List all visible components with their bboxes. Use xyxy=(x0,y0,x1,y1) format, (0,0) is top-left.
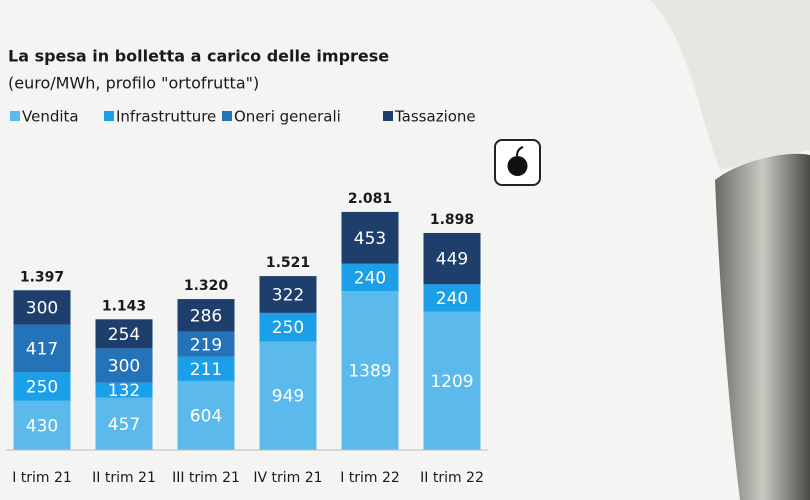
legend-label: Oneri generali xyxy=(234,108,341,126)
x-tick-label: I trim 22 xyxy=(340,470,400,486)
data-label: 949 xyxy=(272,387,304,407)
data-label: 300 xyxy=(108,356,140,376)
bar-segment xyxy=(13,372,71,401)
legend-swatch xyxy=(104,111,114,121)
plot: Vendita Infrastrutture Oneri generali Tassa… xyxy=(6,108,488,486)
data-label: 219 xyxy=(190,335,222,355)
data-label: 604 xyxy=(190,406,222,426)
data-label: 322 xyxy=(272,285,304,305)
total-label: 1.320 xyxy=(184,278,229,294)
data-label: 286 xyxy=(190,306,222,326)
data-label: 300 xyxy=(26,298,58,318)
legend-swatch xyxy=(222,111,232,121)
legend-label: Vendita xyxy=(22,108,79,126)
legend-label: Infrastrutture xyxy=(116,108,216,126)
data-label: 1209 xyxy=(430,372,473,392)
bar-segment xyxy=(177,380,235,450)
bar-segment xyxy=(341,291,399,450)
x-tick-label: IV trim 21 xyxy=(253,470,322,486)
legend-label: Tassazione xyxy=(394,108,476,126)
bar-segment xyxy=(423,311,481,450)
x-tick-label: I trim 21 xyxy=(12,470,72,486)
data-label: 250 xyxy=(272,318,304,338)
data-label: 449 xyxy=(436,250,468,270)
data-label: 132 xyxy=(108,381,140,401)
bar-segment xyxy=(341,263,399,292)
total-label: 1.898 xyxy=(430,212,474,228)
total-label: 1.521 xyxy=(266,255,310,271)
x-tick-label: II trim 22 xyxy=(420,470,484,486)
bar-segment xyxy=(341,211,399,264)
bar-segment xyxy=(95,382,153,398)
legend-swatch xyxy=(383,111,393,121)
data-label: 240 xyxy=(436,289,468,309)
data-label: 1389 xyxy=(348,362,391,382)
data-label: 250 xyxy=(26,378,58,398)
bar-segment xyxy=(177,331,235,357)
bar-segment xyxy=(95,348,153,383)
data-label: 211 xyxy=(190,360,222,380)
total-label: 1.143 xyxy=(102,298,146,314)
bar-segment xyxy=(13,400,71,450)
bar-segment xyxy=(95,319,153,349)
bar-segment xyxy=(177,299,235,332)
bar-segment xyxy=(177,356,235,381)
data-label: 457 xyxy=(108,415,140,435)
data-label: 430 xyxy=(26,416,58,436)
apple-icon xyxy=(494,139,541,186)
bar-segment xyxy=(423,284,481,312)
bar-segment xyxy=(259,312,317,342)
x-tick-label: III trim 21 xyxy=(172,470,240,486)
total-label: 2.081 xyxy=(348,191,392,207)
legend-swatch xyxy=(10,111,20,121)
chart-subtitle: (euro/MWh, profilo "ortofrutta") xyxy=(8,74,259,93)
bar-segment xyxy=(13,290,71,325)
bar-segment xyxy=(259,341,317,450)
x-tick-label: II trim 21 xyxy=(92,470,156,486)
bulb-glass xyxy=(650,0,810,170)
bar-segment xyxy=(95,397,153,450)
data-label: 417 xyxy=(26,339,58,359)
bar-segment xyxy=(259,276,317,313)
chart-title: La spesa in bolletta a carico delle impr… xyxy=(8,47,389,66)
data-label: 453 xyxy=(354,229,386,249)
data-label: 254 xyxy=(108,325,140,345)
data-label: 240 xyxy=(354,268,386,288)
total-label: 1.397 xyxy=(20,269,64,285)
bar-segment xyxy=(13,324,71,373)
bar-segment xyxy=(423,232,481,285)
bulb-base xyxy=(715,153,810,500)
